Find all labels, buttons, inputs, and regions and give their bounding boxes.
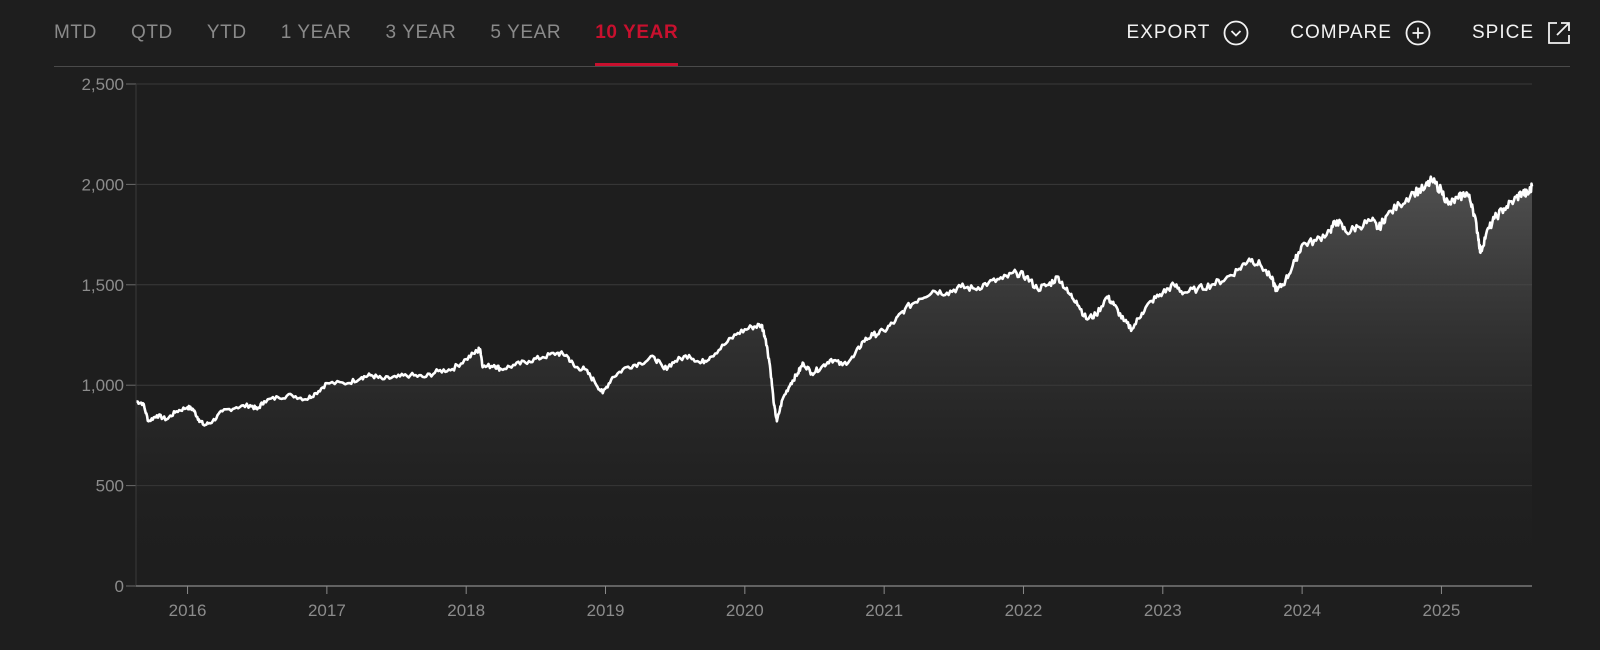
y-tick-label: 2,500 [81, 75, 124, 94]
y-tick-label: 1,000 [81, 376, 124, 395]
x-tick-label: 2020 [726, 601, 764, 620]
x-tick-label: 2018 [447, 601, 485, 620]
x-tick-label: 2021 [865, 601, 903, 620]
external-link-icon [1546, 20, 1572, 46]
axis-layer: 0 500 1,000 1,500 2,000 2,500 2016 2017 2018 2019… [81, 75, 1532, 620]
spice-label: SPICE [1471, 22, 1534, 43]
x-tick-label: 2023 [1144, 601, 1182, 620]
compare-label: COMPARE [1290, 22, 1392, 43]
chevron-down-circle-icon [1222, 19, 1250, 47]
y-tick-label: 2,000 [81, 175, 124, 194]
x-tick-label: 2024 [1283, 601, 1321, 620]
header-divider [54, 66, 1570, 67]
tab-10-year[interactable]: 10 YEAR [595, 0, 679, 66]
y-tick-label: 0 [115, 577, 124, 596]
plus-circle-icon [1404, 19, 1432, 47]
series-area [136, 176, 1532, 586]
tab-ytd[interactable]: YTD [206, 22, 247, 43]
compare-button[interactable]: COMPARE [1290, 19, 1432, 47]
spice-button[interactable]: SPICE [1472, 20, 1572, 46]
x-tick-label: 2019 [587, 601, 625, 620]
y-tick-label: 1,500 [81, 276, 124, 295]
tab-5-year[interactable]: 5 YEAR [490, 22, 562, 43]
x-tick-label: 2022 [1005, 601, 1043, 620]
export-button[interactable]: EXPORT [1127, 19, 1251, 47]
timeframe-tabs: MTD QTD YTD 1 YEAR 3 YEAR 5 YEAR 10 YEAR [54, 0, 712, 66]
series-line [135, 175, 1534, 427]
x-tick-label: 2025 [1423, 601, 1461, 620]
chart-actions: EXPORT COMPARE SPICE [1087, 0, 1572, 66]
tab-qtd[interactable]: QTD [130, 22, 173, 43]
series-layer [135, 175, 1534, 586]
export-label: EXPORT [1126, 22, 1211, 43]
x-tick-label: 2017 [308, 601, 346, 620]
tab-mtd[interactable]: MTD [54, 22, 97, 43]
tab-3-year[interactable]: 3 YEAR [385, 22, 457, 43]
x-tick-label: 2016 [169, 601, 207, 620]
tab-1-year[interactable]: 1 YEAR [280, 22, 352, 43]
y-tick-label: 500 [96, 477, 124, 496]
